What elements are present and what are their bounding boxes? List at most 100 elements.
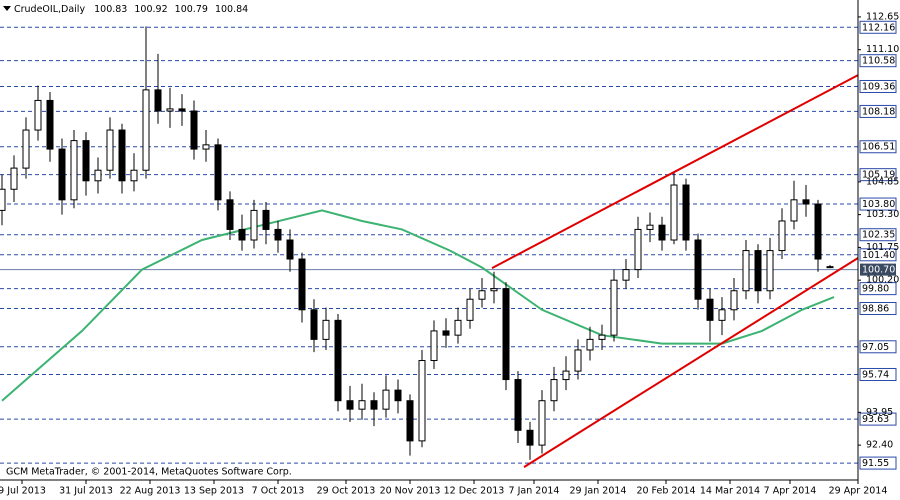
candle-body bbox=[358, 400, 366, 410]
level-label: 102.35 bbox=[862, 230, 895, 241]
candle-body bbox=[130, 169, 138, 182]
candle-body bbox=[190, 110, 198, 150]
trendline bbox=[523, 257, 859, 468]
candle-body bbox=[22, 129, 30, 169]
y-tick-label: 111.10 bbox=[866, 44, 899, 55]
level-label-box bbox=[859, 367, 897, 381]
x-tick-label: 20 Feb 2014 bbox=[636, 486, 695, 497]
candle-body bbox=[646, 224, 654, 230]
candle-body bbox=[574, 349, 582, 372]
level-label-box bbox=[859, 228, 897, 242]
candle-body bbox=[178, 108, 186, 112]
level-label: 103.80 bbox=[862, 199, 895, 210]
level-label: 110.58 bbox=[862, 56, 895, 67]
level-label: 101.40 bbox=[862, 250, 895, 261]
candle-body bbox=[814, 203, 822, 260]
level-label-box bbox=[859, 197, 897, 211]
level-label: 106.51 bbox=[862, 142, 895, 153]
candle-body bbox=[634, 228, 642, 271]
level-label-box bbox=[859, 282, 897, 296]
candle-body bbox=[238, 228, 246, 241]
x-tick-label: 29 Jan 2014 bbox=[570, 486, 627, 497]
level-label-box bbox=[859, 302, 897, 316]
candle-body bbox=[166, 108, 174, 112]
x-tick-label: 13 Sep 2013 bbox=[184, 486, 244, 497]
candle-body bbox=[94, 169, 102, 182]
level-label-box bbox=[859, 168, 897, 182]
candle-body bbox=[250, 209, 258, 241]
ohlc-open: 100.83 bbox=[94, 4, 127, 15]
y-tick-label: 93.95 bbox=[866, 407, 893, 418]
candle-body bbox=[706, 298, 714, 321]
candle-body bbox=[550, 379, 558, 402]
candle-body bbox=[10, 167, 18, 190]
current-price-label: 100.70 bbox=[862, 265, 895, 276]
level-label: 109.36 bbox=[862, 81, 895, 92]
candle-body bbox=[466, 298, 474, 321]
level-label-box bbox=[859, 340, 897, 354]
candle-body bbox=[82, 140, 90, 182]
candle-body bbox=[802, 199, 810, 205]
level-label-box bbox=[859, 248, 897, 262]
x-tick-label: 14 Mar 2014 bbox=[700, 486, 760, 497]
x-tick-label: 29 Apr 2014 bbox=[829, 486, 888, 497]
candle-body bbox=[418, 360, 426, 442]
candle-body bbox=[70, 140, 78, 201]
level-label: 105.19 bbox=[862, 170, 895, 181]
chart-title: CrudeOIL,Daily bbox=[14, 4, 85, 15]
level-label: 95.74 bbox=[862, 369, 889, 380]
candle-body bbox=[370, 400, 378, 410]
candle-body bbox=[154, 89, 162, 112]
candle-body bbox=[502, 288, 510, 381]
candle-body bbox=[310, 309, 318, 340]
x-tick-label: 20 Nov 2013 bbox=[380, 486, 441, 497]
candle-body bbox=[826, 266, 834, 269]
candle-body bbox=[406, 400, 414, 442]
level-label: 99.80 bbox=[862, 284, 889, 295]
moving-average bbox=[1, 209, 835, 402]
candle-body bbox=[430, 330, 438, 362]
candle-body bbox=[658, 224, 666, 241]
candle-body bbox=[610, 279, 618, 336]
plot-area bbox=[0, 26, 859, 468]
candle-body bbox=[586, 338, 594, 351]
x-tick-label: 7 Jan 2014 bbox=[509, 486, 560, 497]
y-tick-label: 112.65 bbox=[866, 11, 899, 22]
candle-body bbox=[490, 288, 498, 292]
candle-body bbox=[118, 129, 126, 182]
level-label: 93.63 bbox=[862, 414, 889, 425]
candle-body bbox=[622, 269, 630, 281]
level-label: 98.86 bbox=[862, 304, 889, 315]
candle-body bbox=[34, 99, 42, 131]
ohlc-close: 100.84 bbox=[215, 4, 248, 15]
candle-body bbox=[346, 400, 354, 410]
y-tick-label: 100.20 bbox=[866, 275, 899, 286]
candle-body bbox=[394, 389, 402, 402]
trendline bbox=[491, 74, 859, 269]
candle-body bbox=[58, 148, 66, 201]
candle-body bbox=[682, 184, 690, 241]
candle-body bbox=[322, 319, 330, 340]
x-tick-label: 7 Oct 2013 bbox=[252, 486, 305, 497]
candle-body bbox=[670, 184, 678, 241]
x-tick-label: 9 Jul 2013 bbox=[0, 486, 46, 497]
candle-body bbox=[46, 99, 54, 150]
candle-body bbox=[754, 250, 762, 292]
chart-header: CrudeOIL,Daily 100.83 100.92 100.79 100.… bbox=[14, 4, 248, 15]
y-tick-label: 104.85 bbox=[866, 176, 899, 187]
level-label-box bbox=[859, 79, 897, 93]
candle-body bbox=[202, 144, 210, 150]
level-label-box bbox=[859, 456, 897, 470]
y-tick-label: 103.30 bbox=[866, 209, 899, 220]
level-label: 112.16 bbox=[862, 22, 895, 33]
candle-body bbox=[142, 89, 150, 171]
candle-body bbox=[778, 220, 786, 252]
level-label: 108.18 bbox=[862, 106, 895, 117]
level-label: 91.55 bbox=[862, 458, 889, 469]
x-tick-label: 12 Dec 2013 bbox=[444, 486, 505, 497]
y-tick-label: 92.40 bbox=[866, 440, 893, 451]
x-tick-label: 31 Jul 2013 bbox=[59, 486, 113, 497]
candle-body bbox=[106, 129, 114, 171]
candle-body bbox=[286, 239, 294, 260]
